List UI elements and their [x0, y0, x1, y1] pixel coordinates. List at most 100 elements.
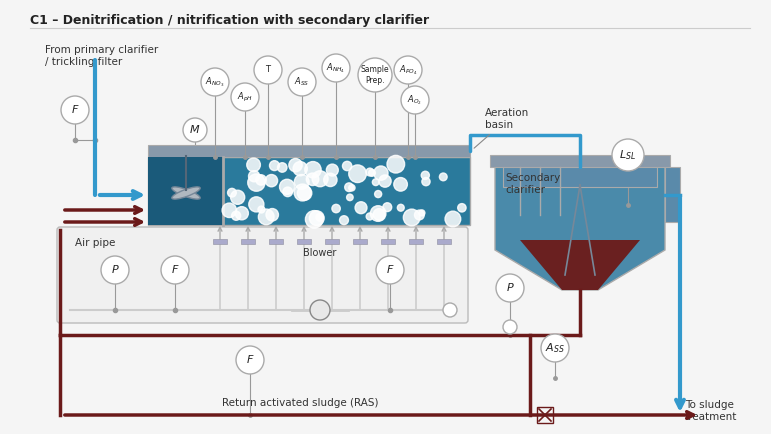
Circle shape — [295, 174, 309, 189]
Circle shape — [374, 166, 388, 180]
Circle shape — [305, 161, 322, 178]
Circle shape — [376, 256, 404, 284]
Text: Return activated sludge (RAS): Return activated sludge (RAS) — [222, 398, 379, 408]
Circle shape — [326, 164, 338, 176]
Text: $A_{SS}$: $A_{SS}$ — [295, 76, 310, 88]
Circle shape — [397, 204, 404, 211]
Circle shape — [247, 158, 261, 171]
Text: Secondary
clarifier: Secondary clarifier — [505, 173, 561, 194]
Circle shape — [289, 158, 302, 172]
Circle shape — [231, 211, 241, 220]
Circle shape — [339, 216, 348, 225]
Circle shape — [387, 155, 405, 173]
Circle shape — [372, 179, 379, 186]
Text: Sample
Prep.: Sample Prep. — [361, 65, 389, 85]
Circle shape — [249, 197, 264, 212]
Circle shape — [503, 320, 517, 334]
Circle shape — [265, 174, 278, 187]
Circle shape — [348, 184, 355, 191]
Circle shape — [358, 58, 392, 92]
Text: F: F — [387, 265, 393, 275]
Bar — [148, 157, 470, 225]
Circle shape — [310, 300, 330, 320]
Circle shape — [231, 190, 244, 204]
Bar — [537, 407, 553, 423]
Circle shape — [355, 202, 367, 214]
Circle shape — [612, 139, 644, 171]
Circle shape — [422, 178, 430, 186]
Bar — [665, 167, 680, 222]
Circle shape — [183, 118, 207, 142]
Circle shape — [278, 163, 287, 172]
Circle shape — [222, 203, 237, 217]
Bar — [409, 239, 423, 244]
Circle shape — [161, 256, 189, 284]
Circle shape — [227, 188, 236, 197]
Text: P: P — [507, 283, 513, 293]
Circle shape — [322, 54, 350, 82]
Circle shape — [294, 184, 311, 201]
Circle shape — [247, 174, 265, 191]
Circle shape — [394, 56, 422, 84]
Circle shape — [370, 206, 386, 221]
Text: C1 – Denitrification / nitrification with secondary clarifier: C1 – Denitrification / nitrification wit… — [30, 14, 429, 27]
Text: F: F — [247, 355, 253, 365]
Circle shape — [101, 256, 129, 284]
Bar — [148, 157, 223, 225]
Circle shape — [366, 213, 373, 220]
Circle shape — [401, 86, 429, 114]
Circle shape — [258, 209, 274, 225]
Bar — [353, 239, 367, 244]
Bar — [297, 239, 311, 244]
Bar — [381, 239, 395, 244]
Circle shape — [366, 168, 374, 176]
Circle shape — [235, 207, 248, 220]
Circle shape — [403, 209, 420, 226]
Circle shape — [373, 209, 385, 220]
Text: $A_{NO_3}$: $A_{NO_3}$ — [205, 75, 224, 89]
Text: $A_{PO_4}$: $A_{PO_4}$ — [399, 63, 417, 77]
Circle shape — [256, 175, 266, 185]
Text: Aeration
basin: Aeration basin — [474, 108, 529, 148]
Bar — [437, 239, 451, 244]
Circle shape — [283, 187, 292, 197]
Text: P: P — [112, 265, 119, 275]
Circle shape — [201, 68, 229, 96]
Text: F: F — [72, 105, 78, 115]
Bar — [269, 239, 283, 244]
Circle shape — [348, 165, 366, 183]
Text: T: T — [265, 66, 271, 75]
Circle shape — [347, 194, 353, 201]
Bar — [241, 239, 255, 244]
Text: $A_{pH}$: $A_{pH}$ — [237, 90, 253, 104]
Text: $A_{SS}$: $A_{SS}$ — [545, 341, 565, 355]
Circle shape — [236, 346, 264, 374]
Circle shape — [458, 204, 466, 212]
Ellipse shape — [172, 187, 200, 199]
Circle shape — [443, 303, 457, 317]
Text: F: F — [172, 265, 178, 275]
Circle shape — [309, 211, 324, 226]
Circle shape — [419, 210, 425, 216]
Circle shape — [61, 96, 89, 124]
Circle shape — [312, 171, 328, 187]
Circle shape — [445, 211, 461, 227]
Circle shape — [305, 210, 323, 228]
Circle shape — [383, 203, 392, 212]
Circle shape — [324, 173, 337, 187]
Circle shape — [332, 204, 340, 213]
Circle shape — [306, 173, 318, 186]
Circle shape — [394, 178, 407, 191]
Circle shape — [342, 161, 352, 171]
Circle shape — [258, 206, 265, 213]
Text: To sludge
treatment: To sludge treatment — [685, 400, 737, 421]
Circle shape — [266, 208, 278, 221]
Polygon shape — [520, 240, 640, 290]
Text: $A_{NH_4}$: $A_{NH_4}$ — [326, 61, 345, 75]
Circle shape — [369, 170, 375, 176]
Text: From primary clarifier
/ trickling filter: From primary clarifier / trickling filte… — [45, 45, 158, 66]
Circle shape — [280, 179, 295, 194]
Ellipse shape — [172, 187, 200, 199]
Circle shape — [439, 173, 447, 181]
FancyBboxPatch shape — [57, 227, 468, 323]
